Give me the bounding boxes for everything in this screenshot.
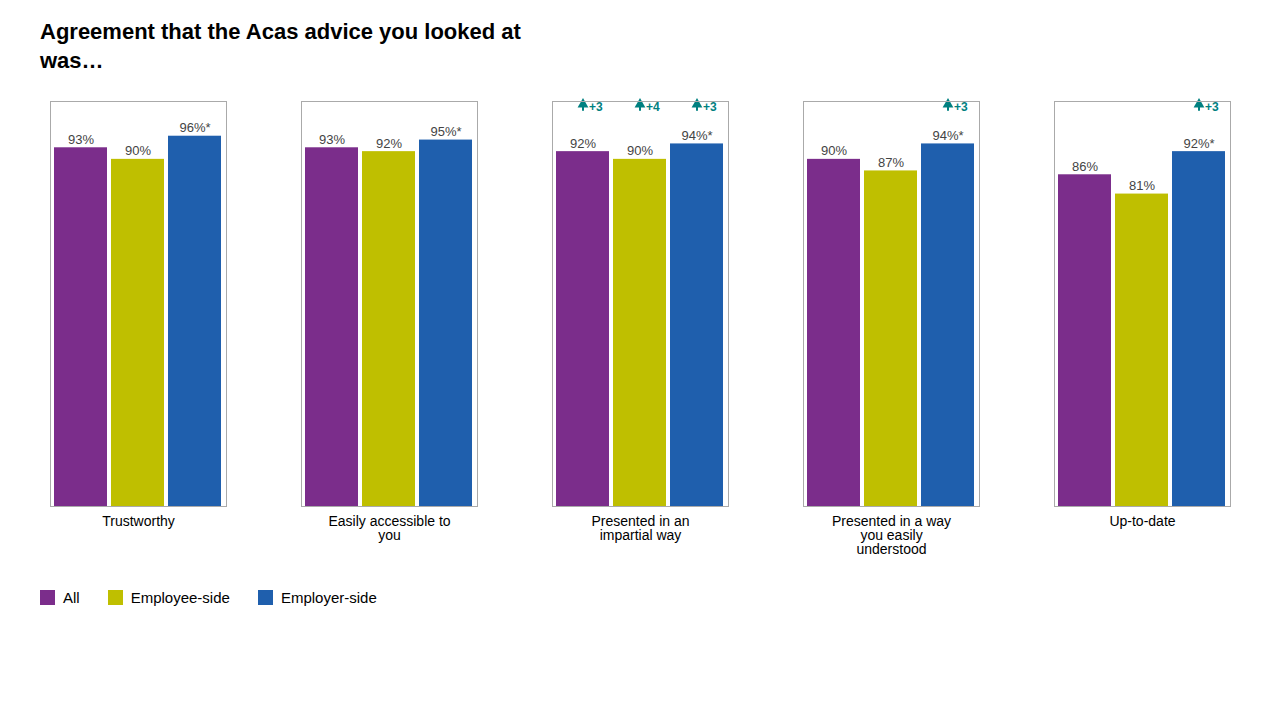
svg-text:Up-to-date: Up-to-date — [1109, 514, 1175, 530]
svg-text:Presented in a wayyou easilyun: Presented in a wayyou easilyunderstood — [832, 514, 951, 558]
svg-text:81%: 81% — [1129, 178, 1155, 193]
svg-text:90%: 90% — [821, 144, 847, 159]
svg-text:+3: +3 — [1205, 101, 1219, 115]
svg-text:86%: 86% — [1072, 159, 1098, 174]
svg-text:90%: 90% — [627, 144, 653, 159]
svg-text:93%: 93% — [68, 132, 94, 147]
html-text:Agreement that the Acas advice: Agreement that the Acas advice you looke… — [40, 19, 521, 73]
html-text:Employee-side: Employee-side — [130, 589, 230, 607]
svg-text:Trustworthy: Trustworthy — [102, 514, 175, 530]
svg-text:87%: 87% — [878, 155, 904, 170]
svg-text:93%: 93% — [319, 132, 345, 147]
svg-text:92%: 92% — [570, 136, 596, 151]
svg-text:+3: +3 — [703, 101, 717, 115]
svg-text:96%*: 96%* — [179, 120, 210, 135]
svg-text:92%*: 92%* — [1183, 136, 1214, 151]
html-text:All: All — [63, 589, 80, 607]
svg-text:94%*: 94%* — [932, 128, 963, 143]
svg-text:Easily accessible toyou: Easily accessible toyou — [328, 514, 450, 544]
svg-text:+3: +3 — [954, 101, 968, 115]
svg-text:+4: +4 — [646, 101, 660, 115]
svg-text:Presented in animpartial way: Presented in animpartial way — [591, 514, 689, 544]
svg-text:90%: 90% — [125, 144, 151, 159]
svg-text:+3: +3 — [589, 101, 603, 115]
svg-text:95%*: 95%* — [430, 124, 461, 139]
svg-text:94%*: 94%* — [681, 128, 712, 143]
html-text:Employer-side: Employer-side — [280, 589, 377, 607]
svg-text:92%: 92% — [376, 136, 402, 151]
